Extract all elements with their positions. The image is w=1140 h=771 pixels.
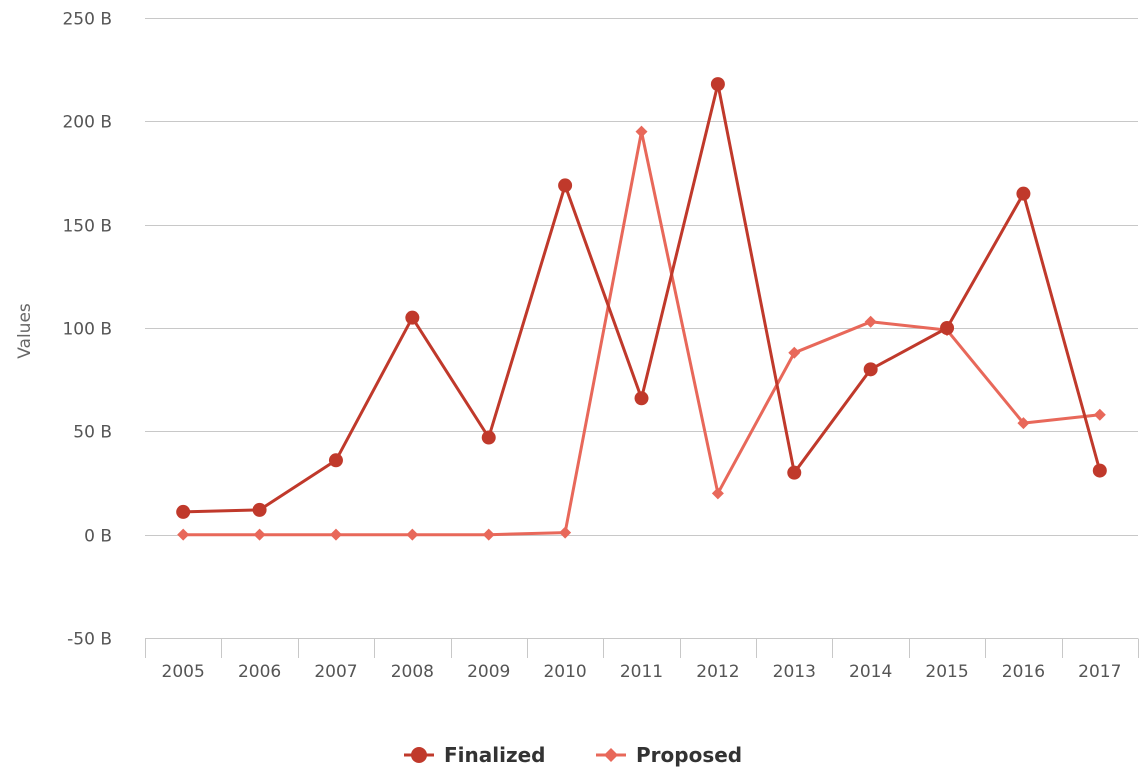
x-tick-label: 2016 (1002, 662, 1045, 682)
finalized-point (252, 502, 267, 517)
x-tick-label: 2013 (773, 662, 816, 682)
finalized-point (634, 391, 649, 406)
y-axis-tick-labels: -50 B 0 B 50 B 100 B 150 B 200 B 250 B (62, 10, 112, 650)
x-tick-label: 2005 (162, 662, 205, 682)
finalized-point (481, 430, 496, 445)
finalized-point (863, 362, 878, 377)
y-tick-label: 200 B (62, 113, 112, 133)
series-finalized (176, 77, 1107, 519)
y-tick-label: 150 B (62, 217, 112, 237)
finalized-line (181, 82, 1102, 514)
y-tick-label: 250 B (62, 10, 112, 30)
finalized-point (787, 465, 802, 480)
proposed-point (864, 315, 877, 328)
proposed-point (788, 346, 801, 359)
legend-item-proposed[interactable]: Proposed (596, 743, 742, 767)
proposed-point (253, 528, 266, 541)
finalized-point (405, 310, 420, 325)
y-axis-title: Values (15, 303, 35, 359)
y-tick-label: 100 B (62, 320, 112, 340)
x-tick-label: 2007 (314, 662, 357, 682)
finalized-point (1016, 186, 1031, 201)
finalized-point (940, 321, 955, 335)
x-tick-label: 2010 (543, 662, 586, 682)
proposed-point (559, 526, 572, 539)
x-tick-label: 2015 (925, 662, 968, 682)
proposed-point (1017, 417, 1030, 430)
legend-item-finalized[interactable]: Finalized (404, 743, 545, 767)
proposed-point (177, 528, 190, 541)
legend-marker-proposed (604, 748, 618, 762)
finalized-point (710, 77, 725, 92)
proposed-point (1093, 408, 1106, 421)
series-proposed (177, 125, 1106, 541)
legend-label-finalized: Finalized (444, 743, 545, 767)
legend-label-proposed: Proposed (636, 743, 742, 767)
y-tick-label: 50 B (73, 423, 112, 443)
x-tick-label: 2006 (238, 662, 281, 682)
gridlines (145, 18, 1138, 536)
finalized-point (1092, 463, 1107, 478)
y-tick-label: -50 B (67, 630, 112, 650)
x-tick-label: 2012 (696, 662, 739, 682)
finalized-point (328, 453, 343, 468)
y-tick-label: 0 B (84, 527, 112, 547)
finalized-point (558, 178, 573, 193)
proposed-point (711, 487, 724, 500)
series-layer (176, 77, 1107, 541)
proposed-point (635, 125, 648, 138)
proposed-point (329, 528, 342, 541)
x-tick-label: 2008 (391, 662, 434, 682)
legend-marker-finalized (411, 747, 427, 763)
x-tick-label: 2009 (467, 662, 510, 682)
proposed-point (406, 528, 419, 541)
x-axis: 2005 2006 2007 2008 2009 2010 2011 2012 2013 2014… (145, 638, 1139, 682)
x-tick-label: 2014 (849, 662, 892, 682)
x-tick-label: 2017 (1078, 662, 1121, 682)
x-tick-label: 2011 (620, 662, 663, 682)
proposed-line (181, 130, 1102, 537)
proposed-point (482, 528, 495, 541)
legend[interactable]: Finalized Proposed (404, 743, 742, 767)
finalized-point (176, 504, 191, 519)
